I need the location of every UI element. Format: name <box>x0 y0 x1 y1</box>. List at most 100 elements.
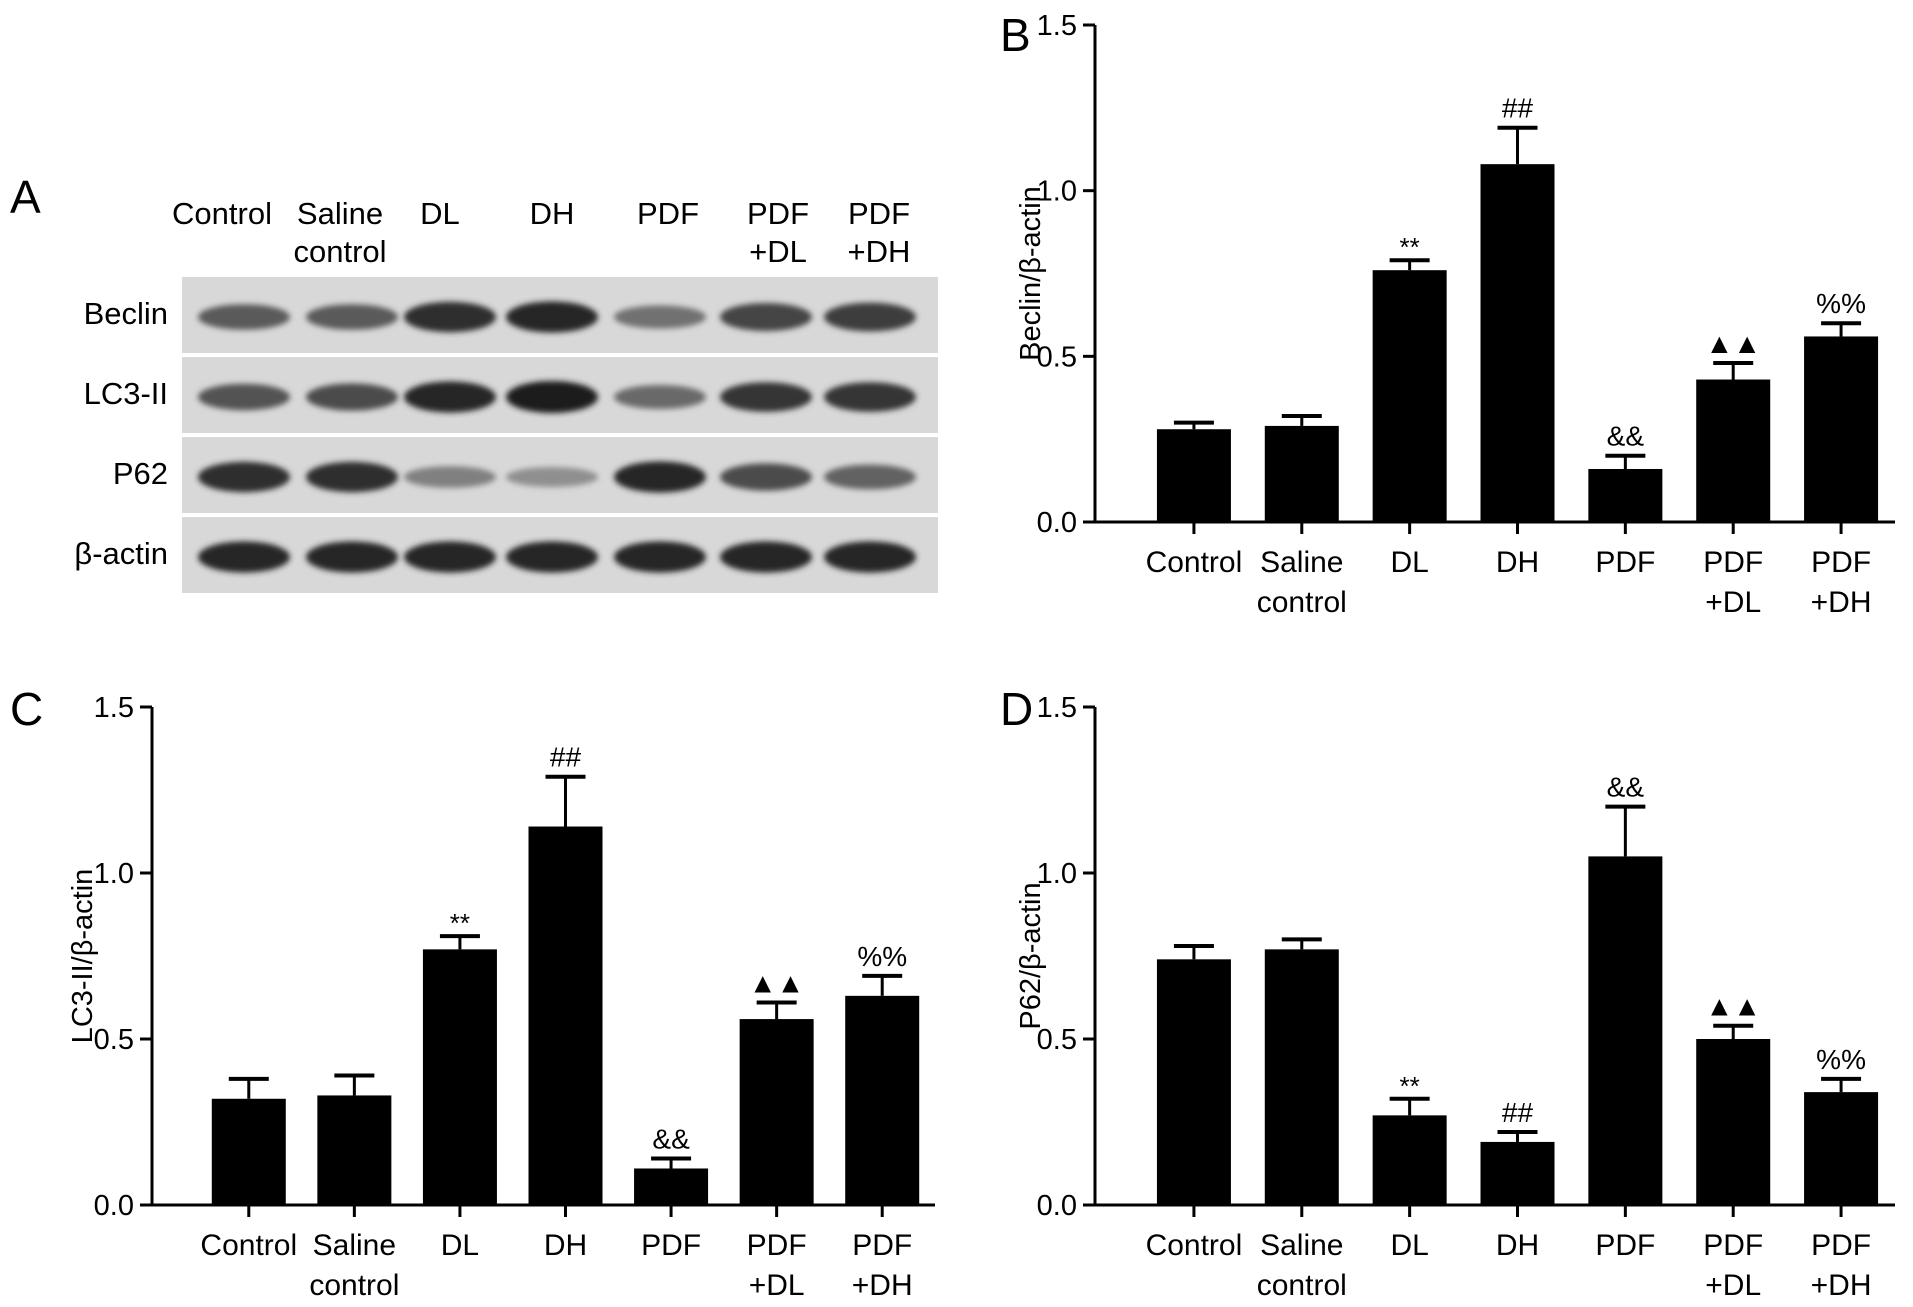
bar <box>1696 379 1771 522</box>
significance-mark: %% <box>1816 288 1866 319</box>
blot-band <box>506 467 598 487</box>
y-tick-label: 0.0 <box>1037 507 1077 539</box>
x-tick-label: +DL <box>1705 586 1761 619</box>
significance-mark: %% <box>1816 1044 1866 1075</box>
significance-mark: ## <box>1502 1097 1534 1128</box>
bar <box>1264 949 1339 1205</box>
y-axis-label: LC3-II/β-actin <box>67 869 99 1044</box>
blot-band <box>824 382 916 412</box>
y-tick-label: 1.0 <box>94 858 134 890</box>
blot-band <box>614 541 706 573</box>
bar <box>845 995 920 1205</box>
y-tick-label: 1.5 <box>94 692 134 724</box>
y-tick-label: 1.0 <box>1037 176 1077 208</box>
panel-letter-a: A <box>10 171 41 223</box>
blot-band <box>404 541 496 573</box>
x-tick-label: Control <box>1146 1229 1243 1262</box>
x-tick-label: +DH <box>852 1269 913 1302</box>
significance-mark: ** <box>450 908 470 938</box>
blot-band <box>198 383 290 411</box>
blot-row-label: P62 <box>112 456 168 491</box>
blot-lane-label: PDF +DH <box>847 196 911 269</box>
significance-mark: %% <box>857 941 907 972</box>
y-tick-label: 1.0 <box>1037 858 1077 890</box>
blot-band <box>720 303 812 331</box>
bar <box>1588 468 1663 522</box>
x-tick-label: DL <box>1390 1229 1428 1262</box>
blot-band <box>614 305 706 329</box>
x-tick-label: control <box>309 1269 399 1302</box>
blot-band <box>824 302 916 332</box>
blot-band <box>404 301 496 333</box>
significance-mark: ▲▲ <box>1705 328 1760 359</box>
x-tick-label: PDF <box>1595 1229 1655 1262</box>
blot-band <box>506 541 598 573</box>
y-axis-label: Beclin/β-actin <box>1015 186 1047 361</box>
significance-mark: ** <box>1400 1071 1420 1101</box>
bar <box>1804 1092 1879 1205</box>
x-tick-label: +DH <box>1811 1269 1872 1302</box>
blot-band <box>306 383 398 411</box>
significance-mark: && <box>1607 772 1645 803</box>
bar <box>1480 1141 1555 1205</box>
significance-mark: ▲▲ <box>749 967 804 998</box>
blot-band <box>720 541 812 573</box>
x-tick-label: DH <box>1496 1229 1539 1262</box>
bar <box>634 1168 709 1205</box>
x-tick-label: +DL <box>1705 1269 1761 1302</box>
x-tick-label: DH <box>1496 546 1539 579</box>
blot-band <box>306 304 398 330</box>
blot-band <box>614 385 706 409</box>
blot-lane-label: DL <box>420 196 460 231</box>
blot-row-label: β-actin <box>74 536 168 571</box>
y-tick-label: 0.0 <box>1037 1190 1077 1222</box>
y-axis-label: P62/β-actin <box>1015 882 1047 1029</box>
panel-letter-c: C <box>10 683 44 735</box>
blot-lane-label: DH <box>529 196 575 231</box>
bar <box>422 949 497 1205</box>
y-tick-label: 0.5 <box>1037 1024 1077 1056</box>
x-tick-label: PDF <box>1811 546 1871 579</box>
x-tick-label: PDF <box>747 1229 807 1262</box>
y-tick-label: 1.5 <box>1037 692 1077 724</box>
significance-mark: ## <box>1502 93 1534 124</box>
x-tick-label: PDF <box>852 1229 912 1262</box>
y-tick-label: 0.5 <box>94 1024 134 1056</box>
y-tick-label: 1.5 <box>1037 10 1077 42</box>
x-tick-label: PDF <box>1811 1229 1871 1262</box>
blot-row-label: Beclin <box>83 296 168 331</box>
significance-mark: ** <box>1400 232 1420 262</box>
x-tick-label: Control <box>1146 546 1243 579</box>
bar <box>1372 270 1447 522</box>
panel-letter-b: B <box>1000 9 1031 61</box>
blot-band <box>306 541 398 573</box>
y-tick-label: 0.5 <box>1037 341 1077 373</box>
panel-letter-d: D <box>1000 683 1034 735</box>
bar <box>739 1019 814 1205</box>
blot-band <box>506 301 598 333</box>
x-tick-label: DL <box>1390 546 1428 579</box>
significance-mark: ▲▲ <box>1705 991 1760 1022</box>
x-tick-label: PDF <box>1703 1229 1763 1262</box>
bar <box>528 826 603 1205</box>
bar <box>1156 429 1231 522</box>
blot-band <box>198 541 290 573</box>
bar <box>1480 164 1555 522</box>
chart-beclin: 0.0 0.5 1.0 1.5 Beclin/β-actin Control Saline c… <box>1015 10 1895 619</box>
x-tick-label: Saline <box>1260 546 1343 579</box>
blot-band <box>404 466 496 488</box>
western-blot-image <box>182 277 938 593</box>
blot-lane-label: PDF <box>637 196 699 231</box>
x-tick-label: PDF <box>641 1229 701 1262</box>
blot-band <box>198 304 290 330</box>
blot-band <box>404 381 496 413</box>
bar <box>317 1095 392 1205</box>
bar <box>211 1098 286 1205</box>
y-tick-label: 0.0 <box>94 1190 134 1222</box>
x-tick-label: Saline <box>1260 1229 1343 1262</box>
blot-row-label: LC3-II <box>83 376 168 411</box>
bar <box>1804 336 1879 522</box>
blot-band <box>614 461 706 493</box>
